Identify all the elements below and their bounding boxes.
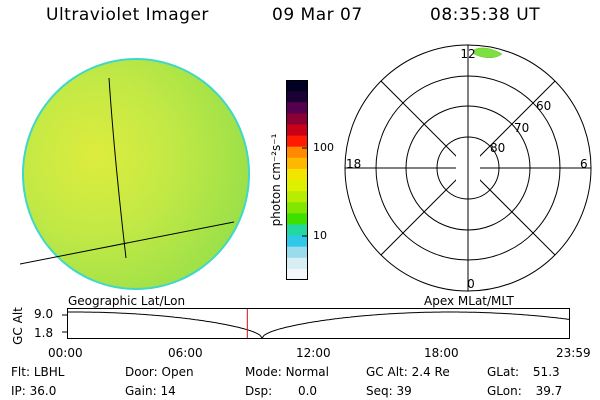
mode-value: Normal — [285, 365, 329, 379]
color-scale-segment — [286, 135, 308, 148]
dsp-value: 0.0 — [297, 384, 318, 398]
xtick-0000: 00:00 — [48, 346, 83, 360]
mlt-label-18: 18 — [346, 157, 361, 171]
mode-label: Mode: — [245, 365, 282, 379]
polar-mlt-plot: 12 0 18 6 60 70 80 — [344, 44, 592, 292]
observation-date: 09 Mar 07 — [272, 5, 363, 25]
glon-label: GLon: — [487, 384, 522, 398]
flt-readout: Flt: LBHL — [11, 365, 64, 379]
colorbar-tick-100: 100 — [313, 141, 334, 154]
color-scale-segment — [286, 257, 308, 270]
color-scale-segment — [286, 157, 308, 170]
lat-label-80: 80 — [490, 141, 505, 155]
color-scale-segment — [286, 191, 308, 203]
color-scale-segment — [286, 146, 308, 159]
polar-auroral-patch — [473, 47, 503, 58]
color-scale-segment — [286, 113, 308, 125]
color-scale-segment — [286, 168, 308, 181]
lat-label-70: 70 — [514, 121, 529, 135]
glat-readout: GLat: 51.3 — [487, 365, 560, 379]
mlt-label-12: 12 — [460, 47, 475, 61]
glon-readout: GLon: 39.7 — [487, 384, 562, 398]
xtick-1800: 18:00 — [424, 346, 459, 360]
uv-earth-image — [20, 58, 250, 290]
color-scale-segment — [286, 124, 308, 137]
gcalt-readout: GC Alt: 2.4 Re — [366, 365, 450, 379]
mlt-label-0: 0 — [467, 277, 475, 291]
door-readout: Door: Open — [125, 365, 194, 379]
seq-label: Seq: — [366, 384, 393, 398]
ytick-9: 9.0 — [34, 307, 54, 321]
gain-readout: Gain: 14 — [125, 384, 176, 398]
flt-label: Flt: — [11, 365, 30, 379]
meridian-line — [108, 77, 127, 259]
gain-value: 14 — [160, 384, 176, 398]
altitude-timeline — [62, 308, 570, 339]
door-value: Open — [161, 365, 194, 379]
xtick-2359: 23:59 — [556, 346, 591, 360]
color-scale-segment — [286, 213, 308, 225]
latitude-line — [20, 221, 235, 265]
color-scale-segment — [286, 180, 308, 192]
ip-value: 36.0 — [29, 384, 57, 398]
color-scale-segment — [286, 224, 308, 237]
color-scale-bar — [286, 80, 308, 281]
xtick-0600: 06:00 — [168, 346, 203, 360]
color-scale-segment — [286, 246, 308, 259]
observation-time: 08:35:38 UT — [430, 5, 541, 25]
gain-label: Gain: — [125, 384, 157, 398]
lat-label-60: 60 — [536, 99, 551, 113]
gcalt-value: 2.4 Re — [411, 365, 450, 379]
seq-value: 39 — [396, 384, 412, 398]
dsp-label: Dsp: — [245, 384, 273, 398]
colorbar-unit-label: photon cm⁻²s⁻¹ — [269, 133, 283, 227]
instrument-title: Ultraviolet Imager — [46, 5, 209, 25]
mlt-label-6: 6 — [580, 157, 588, 171]
apex-coords-title: Apex MLat/MLT — [424, 294, 514, 308]
color-scale-segment — [286, 91, 308, 103]
colorbar-tick-10: 10 — [313, 229, 327, 242]
earth-disk-texture — [24, 60, 248, 288]
color-scale-frame — [286, 80, 308, 280]
gcalt-label: GC Alt: — [366, 365, 408, 379]
door-label: Door: — [125, 365, 158, 379]
geographic-coords-title: Geographic Lat/Lon — [68, 294, 186, 308]
glon-value: 39.7 — [535, 384, 563, 398]
timeline-frame — [67, 308, 570, 339]
color-scale-segment — [286, 102, 308, 114]
color-scale-segment — [286, 235, 308, 248]
mode-readout: Mode: Normal — [245, 365, 329, 379]
color-scale-segment — [286, 202, 308, 214]
ip-label: IP: — [11, 384, 26, 398]
xtick-1200: 12:00 — [296, 346, 331, 360]
color-scale — [286, 80, 308, 284]
altitude-curve — [68, 311, 570, 339]
flt-value: LBHL — [33, 365, 65, 379]
ytick-1-8: 1.8 — [34, 326, 54, 340]
ip-readout: IP: 36.0 — [11, 384, 56, 398]
glat-value: 51.3 — [532, 365, 560, 379]
seq-readout: Seq: 39 — [366, 384, 412, 398]
dsp-readout: Dsp: 0.0 — [245, 384, 317, 398]
color-scale-segment — [286, 268, 308, 281]
glat-label: GLat: — [487, 365, 520, 379]
color-scale-segment — [286, 80, 308, 92]
